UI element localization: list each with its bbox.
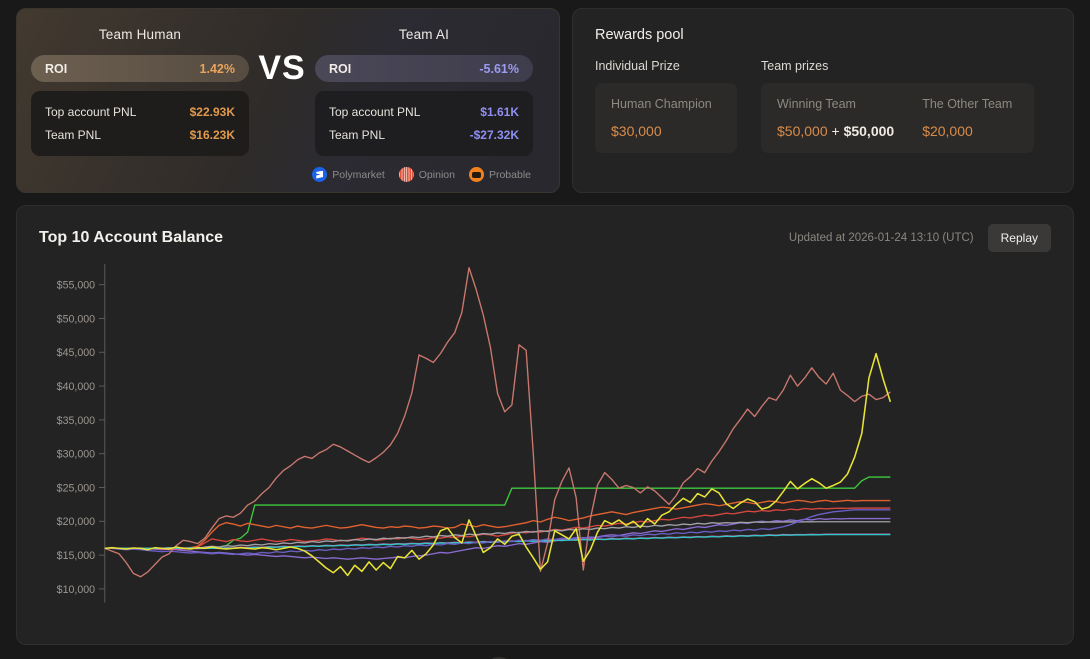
- team-human-stats: Top account PNL $22.93K Team PNL $16.23K: [31, 91, 249, 156]
- other-team-value: $20,000: [922, 123, 973, 139]
- series-line: [104, 509, 891, 556]
- winning-team-item: Winning Team $50,000 + $50,000: [777, 97, 894, 139]
- svg-text:$55,000: $55,000: [57, 280, 95, 292]
- venue-opinion[interactable]: Opinion: [398, 167, 455, 182]
- series-line: [104, 499, 891, 550]
- stat-key: Team PNL: [329, 127, 386, 142]
- team-ai-title: Team AI: [398, 27, 450, 42]
- stat-value: $22.93K: [189, 104, 235, 119]
- team-versus-panel: Team Human ROI 1.42% Top account PNL $22…: [16, 8, 560, 193]
- svg-text:$10,000: $10,000: [57, 584, 95, 596]
- venue-probable[interactable]: Probable: [468, 167, 531, 182]
- stat-row: Team PNL $16.23K: [45, 123, 235, 146]
- rewards-title: Rewards pool: [595, 27, 684, 43]
- chart-card: Top 10 Account Balance Updated at 2026-0…: [16, 205, 1074, 659]
- individual-prize-header: Individual Prize: [595, 59, 680, 73]
- individual-prize-column: Individual Prize Human Champion $30,000: [595, 59, 737, 153]
- series-line: [104, 352, 892, 577]
- team-ai-roi-label: ROI: [329, 61, 352, 76]
- venue-label: Opinion: [418, 168, 455, 181]
- winning-team-value: $50,000 + $50,000: [777, 123, 894, 139]
- human-champion-item: Human Champion $30,000: [611, 97, 712, 139]
- venue-polymarket[interactable]: Polymarket: [312, 167, 385, 182]
- venue-label: Polymarket: [332, 168, 385, 181]
- svg-text:$40,000: $40,000: [57, 381, 95, 393]
- svg-text:$50,000: $50,000: [57, 313, 95, 325]
- other-team-item: The Other Team $20,000: [922, 97, 1018, 139]
- team-human-roi-value: 1.42%: [199, 61, 235, 76]
- team-ai-roi-pill: ROI -5.61%: [315, 55, 533, 82]
- svg-text:$15,000: $15,000: [57, 550, 95, 562]
- stat-row: Top account PNL $1.61K: [329, 100, 519, 123]
- balance-line-chart: $10,000 $15,000 $20,000 $25,000 $30,000 $35,0…: [57, 263, 892, 603]
- vs-badge: VS: [258, 49, 306, 87]
- winning-team-value-second: $50,000: [843, 123, 895, 139]
- team-human-roi-pill: ROI 1.42%: [31, 55, 249, 82]
- chart-header: Top 10 Account Balance Updated at 2026-0…: [39, 224, 1051, 252]
- winning-team-label: Winning Team: [777, 97, 856, 111]
- top-row: Team Human ROI 1.42% Top account PNL $22…: [16, 8, 1074, 193]
- replay-button[interactable]: Replay: [987, 224, 1051, 252]
- svg-text:$30,000: $30,000: [57, 449, 95, 461]
- plot-area: $10,000 $15,000 $20,000 $25,000 $30,000 $35,0…: [39, 260, 1051, 659]
- series-line: [104, 507, 891, 550]
- venue-list: Polymarket Opinion Probable: [312, 167, 533, 182]
- series-line: [104, 521, 891, 550]
- polymarket-icon: [312, 167, 328, 182]
- svg-text:$35,000: $35,000: [57, 415, 95, 427]
- stat-row: Top account PNL $22.93K: [45, 100, 235, 123]
- team-prizes-card: Winning Team $50,000 + $50,000 The Other…: [761, 83, 1035, 153]
- stat-value: -$27.32K: [469, 127, 519, 142]
- stat-value: $16.23K: [189, 127, 235, 142]
- opinion-icon: [398, 167, 414, 182]
- svg-text:$45,000: $45,000: [57, 347, 95, 359]
- venue-label: Probable: [488, 168, 531, 181]
- team-ai-column: Team AI ROI -5.61% Top account PNL $1.61…: [312, 27, 533, 182]
- stat-row: Team PNL -$27.32K: [329, 123, 519, 146]
- team-human-column: Team Human ROI 1.42% Top account PNL $22…: [31, 27, 249, 156]
- winning-team-plus: +: [827, 123, 844, 139]
- probable-icon: [468, 167, 484, 182]
- svg-text:$25,000: $25,000: [57, 482, 95, 494]
- team-ai-roi-value: -5.61%: [479, 61, 519, 76]
- individual-prize-card: Human Champion $30,000: [595, 83, 737, 153]
- rewards-pool-panel: Rewards pool Individual Prize Human Cham…: [572, 8, 1074, 193]
- team-human-roi-label: ROI: [45, 61, 68, 76]
- team-human-title: Team Human: [98, 27, 182, 42]
- human-champion-value: $30,000: [611, 123, 662, 139]
- stat-key: Top account PNL: [329, 104, 421, 119]
- stat-value: $1.61K: [480, 104, 519, 119]
- stat-key: Top account PNL: [45, 104, 137, 119]
- winning-team-value-first: $50,000: [777, 123, 828, 139]
- team-prizes-column: Team prizes Winning Team $50,000 + $50,0…: [761, 59, 1035, 153]
- svg-text:$20,000: $20,000: [57, 516, 95, 528]
- team-ai-stats: Top account PNL $1.61K Team PNL -$27.32K: [315, 91, 533, 156]
- team-prizes-header: Team prizes: [761, 59, 829, 73]
- series-line: [104, 267, 891, 578]
- updated-timestamp: Updated at 2026-01-24 13:10 (UTC): [788, 232, 974, 244]
- stat-key: Team PNL: [45, 127, 102, 142]
- other-team-label: The Other Team: [922, 97, 1013, 111]
- human-champion-label: Human Champion: [611, 97, 712, 111]
- page-title: Top 10 Account Balance: [39, 229, 224, 246]
